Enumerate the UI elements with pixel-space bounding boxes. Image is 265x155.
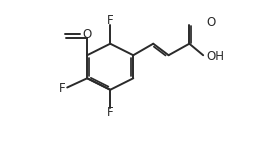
Text: O: O bbox=[206, 16, 215, 29]
Text: F: F bbox=[107, 14, 113, 27]
Text: F: F bbox=[107, 106, 113, 119]
Text: F: F bbox=[59, 82, 65, 95]
Text: O: O bbox=[83, 28, 92, 40]
Text: OH: OH bbox=[206, 50, 224, 63]
